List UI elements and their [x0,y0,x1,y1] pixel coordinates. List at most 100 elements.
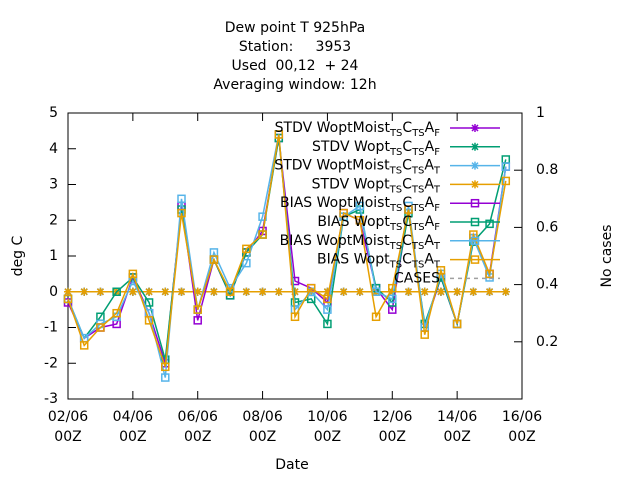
point [323,294,332,304]
legend-label-part: BIAS WoptMoist [280,233,390,249]
point [258,230,267,239]
point [161,362,170,372]
point [79,341,89,350]
legend-label-part: C [402,176,412,192]
legend-label-part: C [402,158,412,174]
y-tick-label: 4 [49,141,58,157]
point [436,287,445,296]
legend-label-part: STDV WoptMoist [274,158,390,174]
point [145,287,154,296]
point [177,208,186,218]
legend-label-part: STDV Wopt [312,176,390,192]
legend-label-part: CASES [394,270,440,286]
legend-label-part: TS [389,260,402,271]
y2-tick-label: 0.4 [536,277,558,293]
point [96,287,105,296]
legend-marker [470,236,480,246]
chart-title: Station: 3953 [239,39,351,55]
legend-label-part: A [425,120,435,136]
legend-label-part: TS [389,128,402,139]
point [339,287,348,296]
x-tick-label: 00Z [119,429,146,445]
legend-label-part: TS [411,184,424,195]
legend-label-part: BIAS Wopt [317,214,390,230]
point [177,194,186,204]
y-tick-label: 0 [49,284,58,300]
point [501,176,511,186]
legend-label-part: T [433,260,441,271]
point [323,287,332,296]
legend-label-part: A [424,176,434,192]
chart-title: Averaging window: 12h [213,77,376,93]
legend-label-part: T [433,166,441,177]
legend-marker [470,198,480,208]
x-tick-label: 16/06 [502,409,542,425]
legend-marker [471,180,479,189]
point [339,208,348,218]
point [274,130,284,139]
chart-title: Used 00,12 + 24 [232,58,359,74]
point [355,216,365,225]
point [161,373,170,382]
x-tick-label: 10/06 [307,409,347,425]
y-tick-label: -3 [44,391,58,407]
point [452,319,462,329]
x-tick-label: 06/06 [178,409,218,425]
point [258,287,267,296]
legend-marker [471,124,479,132]
y-tick-label: 1 [49,248,58,264]
legend-label-part: C [402,139,412,155]
point [177,287,186,296]
legend-marker [470,217,480,227]
point [193,305,202,314]
point [485,287,494,296]
point [161,287,170,296]
legend-label-part: T [433,241,441,252]
legend-label-part: C [402,214,412,230]
point [144,298,154,307]
series-line [67,134,507,368]
legend-label-part: TS [389,147,402,158]
point [306,283,316,293]
x-tick-label: 02/06 [48,409,88,425]
legend-label-part: TS [411,260,424,271]
point [371,312,381,322]
legend-label: STDV WoptMoistTSCTSAT [274,158,441,177]
legend-label-part: TS [389,241,402,252]
plot-border [67,112,523,400]
legend-label-part: C [402,120,412,136]
point [128,287,137,296]
point [291,287,299,296]
point [388,283,397,293]
point [225,287,235,296]
legend-label: STDV WoptMoistTSCTSAF [275,120,441,139]
legend-marker [471,142,479,151]
legend-label-part: TS [411,241,424,252]
point [242,287,251,296]
point [112,287,121,296]
x-tick-label: 12/06 [372,409,412,425]
legend-label: BIAS WoptMoistTSCTSAF [280,195,440,214]
legend-marker [470,255,480,264]
legend-label-part: A [425,214,435,230]
point [63,294,73,304]
legend-label-part: STDV Wopt [312,139,390,155]
point [193,287,202,296]
legend-label-part: A [424,233,434,249]
legend-label: BIAS WoptMoistTSCTSAT [280,233,441,252]
legend-label: CASES [394,270,440,286]
legend-label-part: TS [389,222,402,233]
legend-label-part: T [433,184,441,195]
point [355,201,365,211]
point [80,287,89,296]
legend-marker [471,161,479,170]
legend-label-part: TS [411,147,424,158]
x-tick-label: 00Z [443,429,470,445]
x-tick-label: 00Z [314,429,341,445]
point [274,287,283,296]
x-tick-label: 08/06 [242,409,282,425]
legend-label-part: TS [389,166,402,177]
y2-tick-label: 1 [536,105,545,121]
y2-tick-label: 0.6 [536,219,558,235]
